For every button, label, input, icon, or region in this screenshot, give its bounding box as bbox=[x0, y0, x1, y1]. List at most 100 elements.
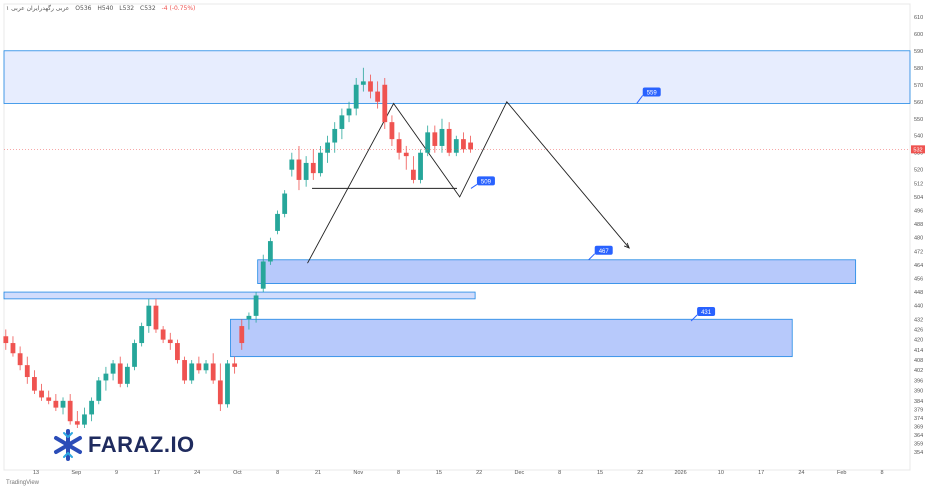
zone-label-pointer bbox=[636, 95, 644, 104]
x-tick-label: Sep bbox=[71, 470, 81, 476]
candle-body bbox=[103, 373, 109, 381]
candle-body bbox=[17, 353, 23, 366]
candle-body bbox=[332, 128, 338, 143]
candle-body bbox=[360, 81, 366, 85]
zone-label-pointer bbox=[470, 184, 478, 189]
x-tick-label: 8 bbox=[276, 470, 279, 476]
candle-body bbox=[225, 363, 230, 405]
y-tick-label: 550 bbox=[914, 117, 923, 123]
y-tick-label: 610 bbox=[914, 15, 923, 21]
y-tick-label: 464 bbox=[914, 263, 923, 269]
zone-label-pointer bbox=[588, 253, 596, 261]
snowflake-icon bbox=[54, 429, 82, 461]
y-tick-label: 364 bbox=[914, 433, 923, 439]
price-zone bbox=[3, 50, 911, 104]
candle-body bbox=[232, 363, 238, 367]
y-tick-label: 390 bbox=[914, 389, 923, 395]
candle-body bbox=[453, 139, 459, 153]
last-price-badge bbox=[911, 145, 925, 154]
candle-body bbox=[67, 400, 73, 422]
y-tick-label: 590 bbox=[914, 49, 923, 55]
candle-body bbox=[461, 139, 466, 150]
x-tick-label: 8 bbox=[558, 470, 561, 476]
candle-body bbox=[303, 162, 309, 180]
candle-body bbox=[146, 305, 152, 327]
candle-body bbox=[82, 414, 87, 425]
candle-body bbox=[368, 81, 373, 92]
x-tick-label: 24 bbox=[194, 470, 200, 476]
candle-body bbox=[446, 128, 452, 153]
y-tick-label: 384 bbox=[914, 399, 923, 405]
x-tick-label: 9 bbox=[115, 470, 118, 476]
candle-body bbox=[275, 213, 280, 231]
y-tick-label: 472 bbox=[914, 249, 923, 255]
x-tick-label: 24 bbox=[798, 470, 804, 476]
candle-body bbox=[353, 84, 359, 109]
candle-body bbox=[403, 152, 409, 157]
x-tick-label: 17 bbox=[154, 470, 160, 476]
x-tick-label: 22 bbox=[476, 470, 482, 476]
zone-label-bg bbox=[642, 87, 661, 97]
x-tick-label: 21 bbox=[315, 470, 321, 476]
y-tick-label: 560 bbox=[914, 100, 923, 106]
candle-body bbox=[282, 193, 288, 214]
projection-path bbox=[307, 100, 630, 264]
candle-body bbox=[189, 363, 195, 381]
candle-body bbox=[160, 329, 166, 340]
candle-body bbox=[153, 305, 159, 330]
x-tick-label: 15 bbox=[597, 470, 603, 476]
candle-body bbox=[46, 397, 52, 401]
y-tick-label: 374 bbox=[914, 416, 923, 422]
candle-body bbox=[132, 343, 137, 367]
candle-body bbox=[196, 363, 202, 371]
zone-label: 431 bbox=[701, 310, 712, 316]
zone-label-bg bbox=[476, 176, 495, 186]
candle-body bbox=[203, 363, 209, 371]
ohlc-low: L532 bbox=[119, 5, 135, 12]
x-tick-label: Oct bbox=[233, 470, 242, 476]
candle-body bbox=[175, 343, 180, 361]
candle-body bbox=[246, 315, 252, 320]
candle-body bbox=[318, 152, 323, 174]
y-tick-label: 420 bbox=[914, 338, 923, 344]
candle-body bbox=[239, 326, 245, 344]
y-tick-label: 570 bbox=[914, 83, 923, 89]
candle-body bbox=[296, 159, 302, 180]
ohlc-change: -4 (-0.75%) bbox=[161, 5, 196, 12]
y-tick-label: 530 bbox=[914, 151, 923, 157]
candle-body bbox=[74, 421, 80, 425]
candle-body bbox=[167, 339, 173, 344]
y-tick-label: 480 bbox=[914, 236, 923, 242]
candle-body bbox=[310, 162, 316, 174]
x-tick-label: 17 bbox=[758, 470, 764, 476]
candle-body bbox=[110, 363, 116, 374]
ohlc-open: O536 bbox=[75, 5, 92, 12]
zone-label: 559 bbox=[647, 90, 658, 96]
candle-body bbox=[267, 241, 273, 262]
candle-body bbox=[325, 142, 330, 153]
ohlc-high: H540 bbox=[97, 5, 114, 12]
zone-label: 467 bbox=[599, 249, 610, 255]
candle-body bbox=[3, 336, 9, 344]
candle-body bbox=[382, 84, 388, 123]
candle-body bbox=[346, 108, 352, 116]
candle-body bbox=[53, 400, 59, 408]
projection-arrowhead bbox=[623, 242, 630, 249]
candle-body bbox=[253, 295, 259, 316]
y-tick-label: 426 bbox=[914, 327, 923, 333]
symbol-name[interactable]: عربی رگهدرایران عربی ۱ bbox=[6, 5, 70, 12]
price-zone bbox=[257, 259, 857, 284]
x-tick-label: 13 bbox=[33, 470, 39, 476]
candle-body bbox=[124, 366, 130, 384]
tradingview-attribution[interactable]: TradingView bbox=[6, 480, 39, 486]
y-tick-label: 408 bbox=[914, 358, 923, 364]
candle-body bbox=[24, 365, 30, 378]
candle-body bbox=[260, 261, 266, 289]
candle-body bbox=[217, 380, 223, 405]
price-zone bbox=[3, 291, 476, 300]
candle-body bbox=[32, 377, 37, 391]
candle-body bbox=[210, 363, 216, 381]
y-tick-label: 414 bbox=[914, 348, 923, 354]
zone-label-pointer bbox=[690, 314, 698, 322]
